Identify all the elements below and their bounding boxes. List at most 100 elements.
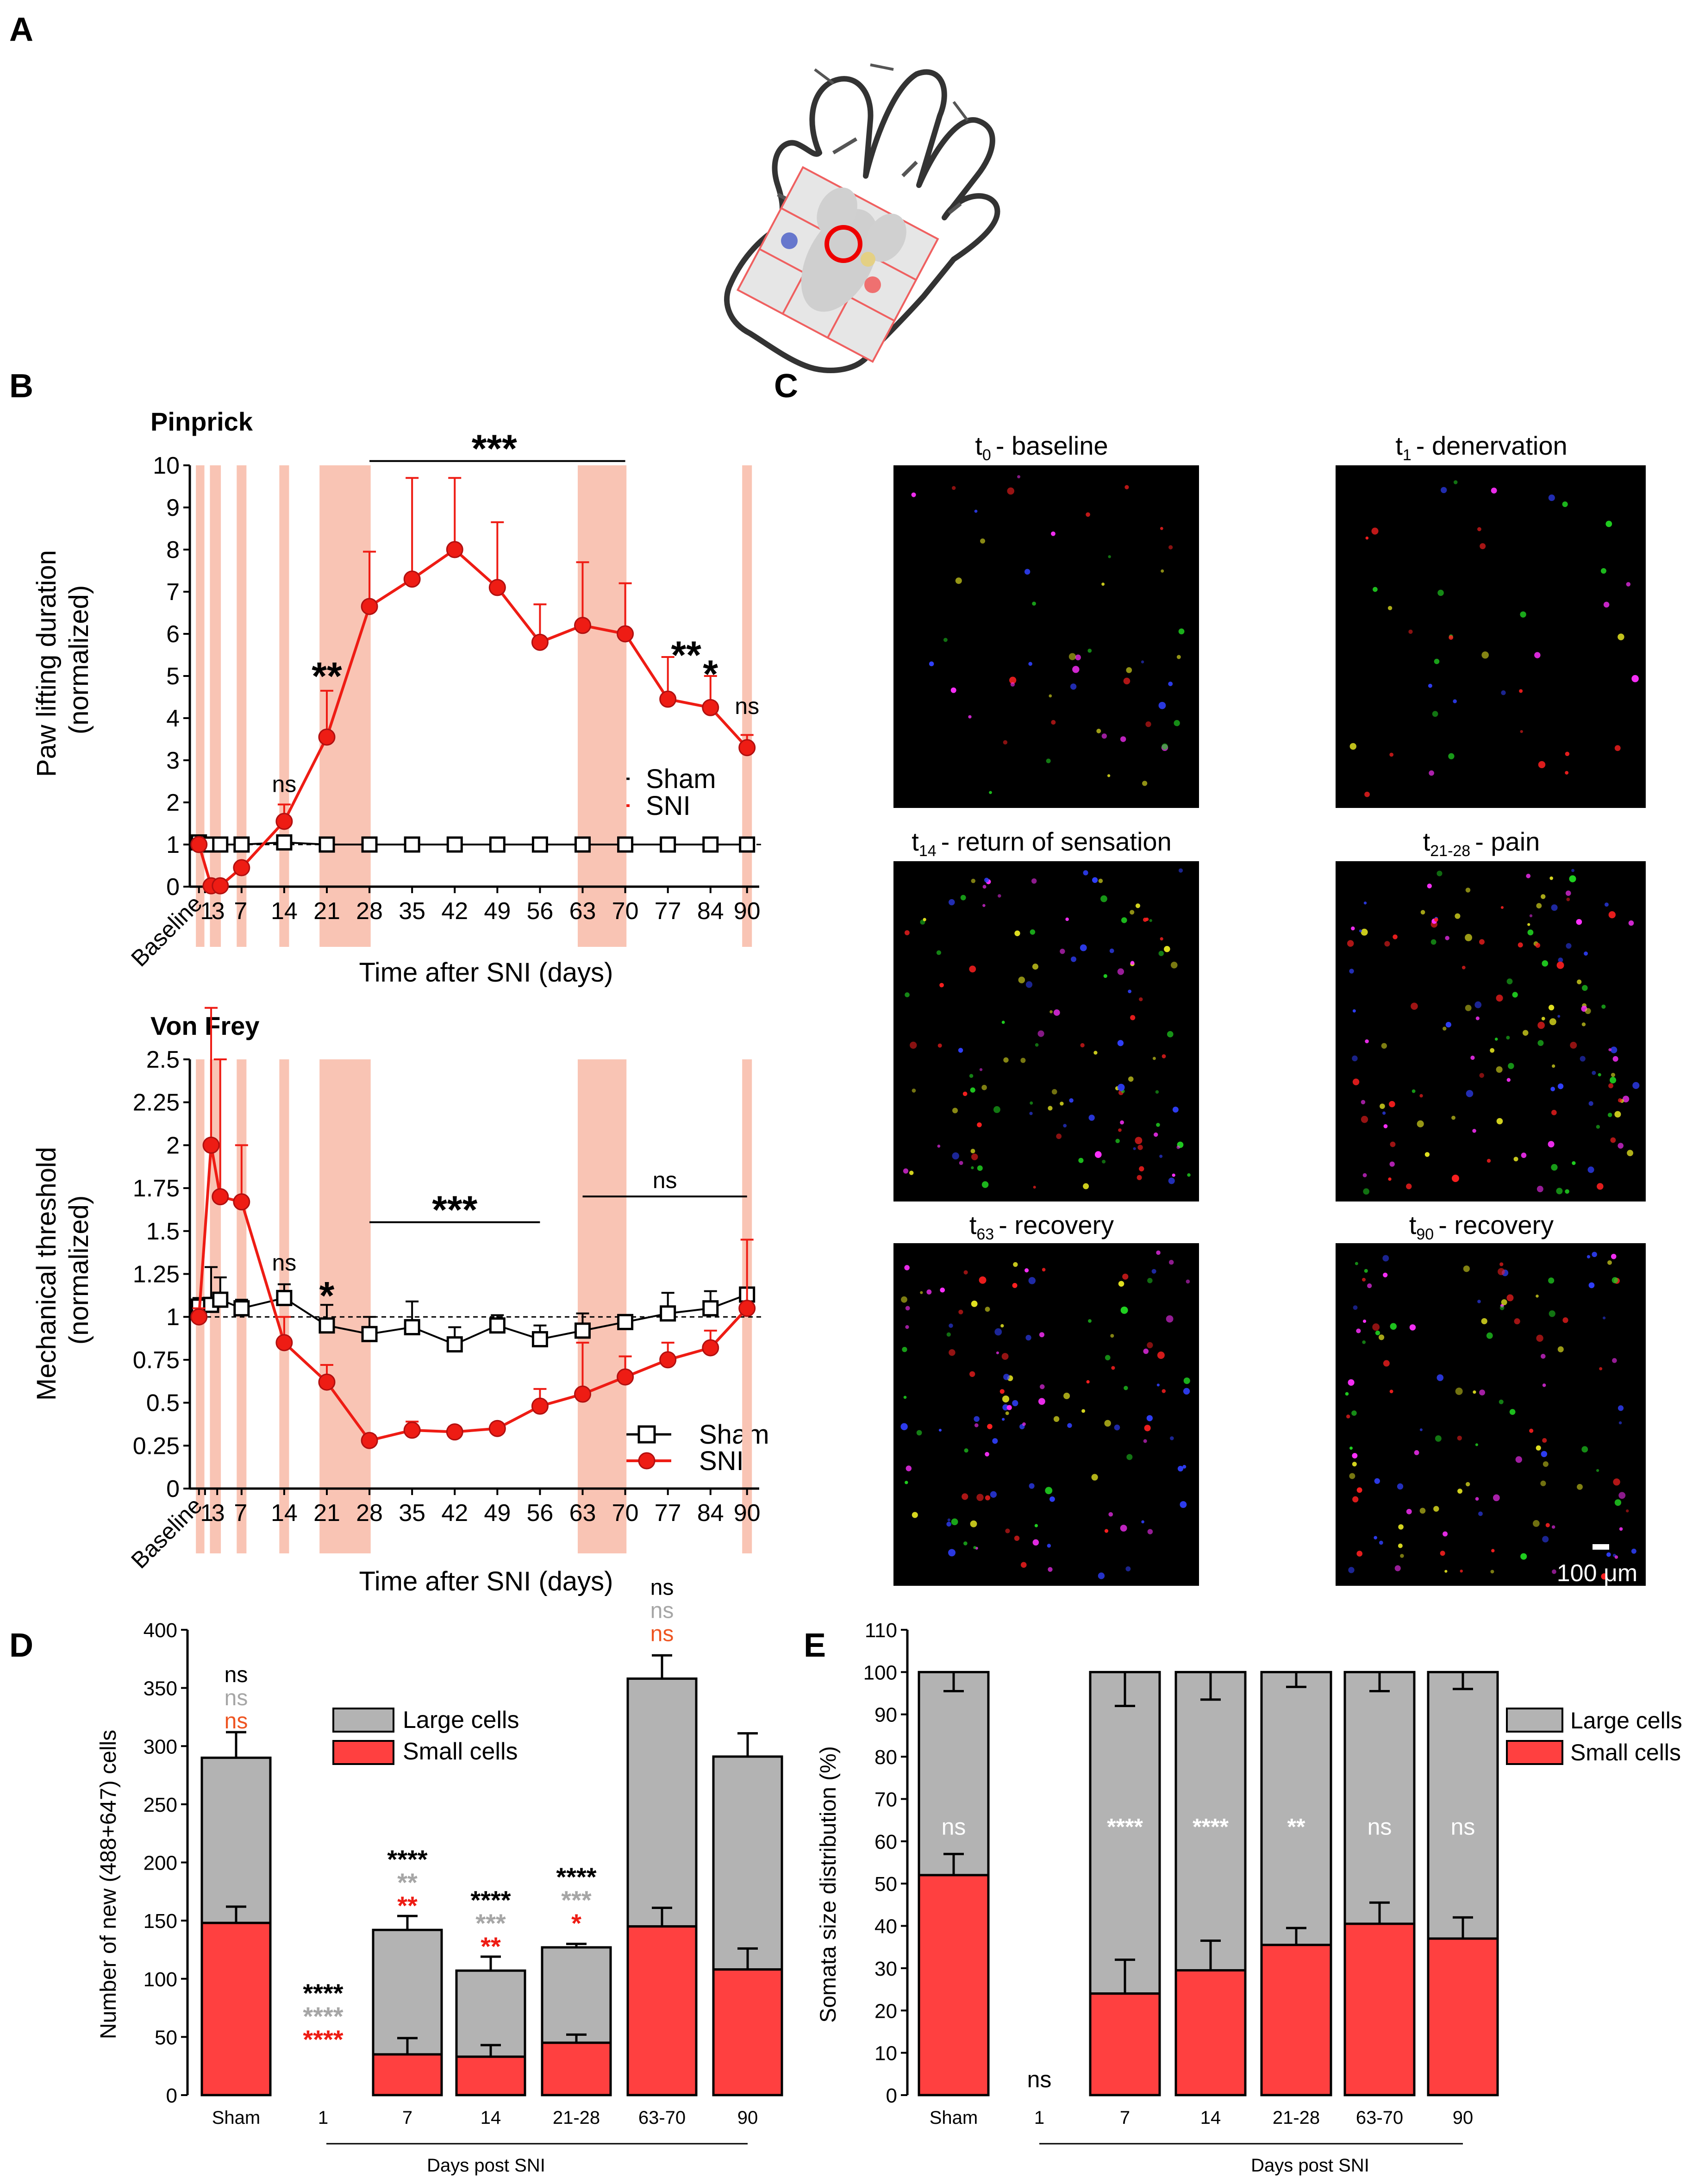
cell-spot [905, 992, 910, 997]
cell-spot [1049, 1010, 1053, 1014]
y-axis-label-line: Paw lifting duration [31, 550, 62, 777]
x-tick-label: 7 [1120, 2108, 1130, 2128]
cell-spot [1092, 877, 1098, 883]
cell-spot [1618, 1492, 1626, 1499]
cell-spot [1353, 1305, 1358, 1310]
cell-spot [1107, 774, 1111, 777]
data-point-sham [702, 1300, 719, 1317]
cell-spot [1166, 1315, 1174, 1323]
data-point-sham [617, 836, 634, 853]
cell-spot [1479, 1073, 1484, 1078]
cell-spot [1474, 1001, 1482, 1008]
data-point-sham [739, 836, 756, 853]
cell-spot [1466, 1482, 1470, 1487]
cell-spot [1024, 569, 1030, 575]
y-tick-label: 0 [166, 874, 180, 901]
cell-spot [1491, 1549, 1495, 1552]
cell-spot [1160, 937, 1163, 941]
cell-spot [1047, 1544, 1051, 1548]
cell-spot [1465, 933, 1473, 941]
cell-spot [1437, 589, 1444, 596]
cell-spot [1527, 929, 1534, 936]
bar-small-cells [372, 2053, 443, 2096]
cell-spot [969, 1074, 974, 1078]
cell-spot [994, 1328, 1002, 1336]
cell-spot [1529, 914, 1533, 918]
y-tick-label: 0 [166, 2084, 177, 2107]
data-point-sham [531, 836, 548, 853]
cell-spot [1356, 1487, 1362, 1493]
cell-spot [1124, 1386, 1128, 1390]
cell-spot [1067, 1423, 1072, 1428]
cell-spot [912, 1089, 916, 1093]
cell-spot [1551, 1164, 1558, 1171]
y-tick-label: 10 [153, 452, 180, 479]
cell-spot [1010, 682, 1015, 687]
shaded-period [279, 465, 289, 947]
cell-spot [1352, 1453, 1358, 1458]
legend-sni-label: SNI [646, 791, 691, 821]
cell-spot [1584, 951, 1588, 956]
cell-spot [1398, 1543, 1403, 1548]
cell-spot [1522, 1030, 1529, 1036]
cell-spot [1118, 1281, 1124, 1287]
y-axis-label: Paw lifting duration (normalized) [31, 543, 94, 777]
significance-stars: * [319, 1274, 335, 1317]
cell-spot [1610, 1137, 1616, 1143]
cell-spot [1039, 1332, 1045, 1338]
y-tick-label: 1 [166, 1304, 180, 1331]
cell-spot [1611, 1253, 1617, 1259]
cell-spot [1178, 628, 1185, 635]
cell-spot [1550, 1087, 1555, 1091]
bar-small-cells [918, 1874, 990, 2096]
tile-subscript: 0 [982, 446, 991, 464]
significance-small: ** [397, 1891, 418, 1920]
y-axis-label-line: Mechanical threshold [31, 1147, 62, 1401]
data-point-sham [446, 836, 463, 853]
data-point-sham [276, 834, 293, 851]
cell-spot [1552, 1569, 1556, 1574]
cell-spot [1117, 1040, 1124, 1046]
cell-spot [1508, 1063, 1514, 1070]
cell-spot [1496, 1118, 1503, 1125]
y-tick-label: 2.5 [146, 1046, 180, 1073]
cell-spot [984, 877, 989, 882]
tile-label: t1 - denervation [1395, 431, 1567, 464]
cell-spot [1374, 1478, 1380, 1484]
cell-spot [1124, 485, 1129, 489]
cell-spot [1387, 606, 1393, 610]
y-tick-label: 250 [144, 1794, 177, 1816]
y-tick-label: 8 [166, 537, 180, 563]
cell-spot [1072, 666, 1080, 673]
shaded-period [319, 1059, 371, 1553]
cell-spot [1121, 917, 1127, 923]
cell-spot [1364, 1269, 1368, 1273]
cell-spot [1374, 1536, 1377, 1539]
cell-spot [1548, 494, 1555, 501]
significance-small: ns [650, 1622, 674, 1646]
cell-spot [1414, 1450, 1419, 1455]
y-tick-label: 6 [166, 621, 180, 648]
cell-spot [1014, 1535, 1020, 1541]
cell-spot [1436, 1374, 1444, 1381]
tile-letter: t [975, 431, 982, 460]
data-point-sni [212, 1188, 229, 1206]
cell-spot [1137, 1175, 1142, 1180]
data-point-sni [488, 1420, 506, 1437]
cell-spot [1541, 1451, 1548, 1458]
x-tick-label: 1 [1034, 2108, 1044, 2128]
cell-spot [1496, 995, 1503, 1002]
cell-spot [974, 1423, 979, 1427]
cell-spot [1109, 948, 1114, 953]
paw-blue-spot [781, 232, 798, 249]
cell-spot [1460, 1569, 1463, 1573]
cell-spot [1506, 978, 1513, 985]
x-tick-label: 21 [313, 898, 340, 925]
shaded-period [237, 465, 247, 947]
tile-subscript: 14 [919, 842, 937, 860]
cell-spot [1364, 791, 1370, 797]
cell-spot [1551, 904, 1558, 911]
data-point-sham [404, 1319, 420, 1335]
cell-spot [1434, 658, 1440, 664]
cell-spot [1588, 1282, 1595, 1289]
